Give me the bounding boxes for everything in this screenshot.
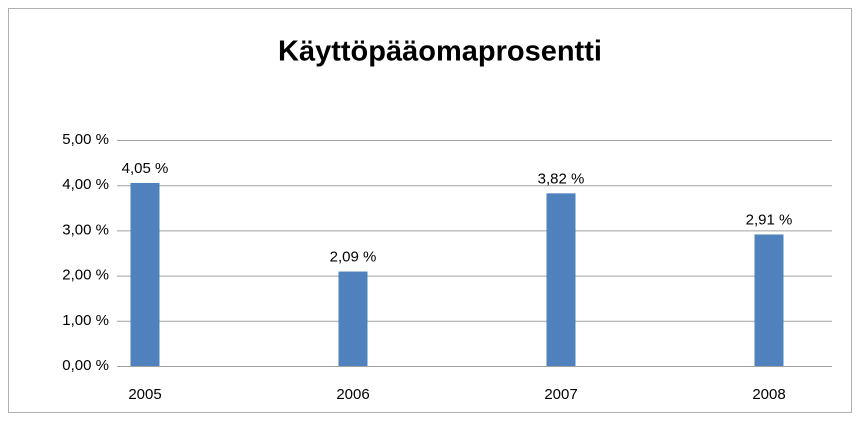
y-tick-label: 5,00 % <box>62 131 109 148</box>
bar <box>338 271 368 366</box>
x-tick-label: 2005 <box>128 386 161 403</box>
x-tick-label: 2006 <box>336 386 369 403</box>
value-label: 2,09 % <box>330 249 377 266</box>
chart-title: Käyttöpääomaprosentti <box>278 36 602 68</box>
value-label: 4,05 % <box>122 160 169 177</box>
bar <box>130 182 160 366</box>
x-tick-label: 2007 <box>544 386 577 403</box>
y-tick-label: 0,00 % <box>62 357 109 374</box>
bar <box>754 234 784 366</box>
value-label: 3,82 % <box>538 170 585 187</box>
y-tick-label: 2,00 % <box>62 267 109 284</box>
y-tick-label: 1,00 % <box>62 312 109 329</box>
y-tick-label: 4,00 % <box>62 176 109 193</box>
value-label: 2,91 % <box>746 211 793 228</box>
x-tick-label: 2008 <box>752 386 785 403</box>
y-tick-label: 3,00 % <box>62 221 109 238</box>
bar <box>546 193 576 366</box>
